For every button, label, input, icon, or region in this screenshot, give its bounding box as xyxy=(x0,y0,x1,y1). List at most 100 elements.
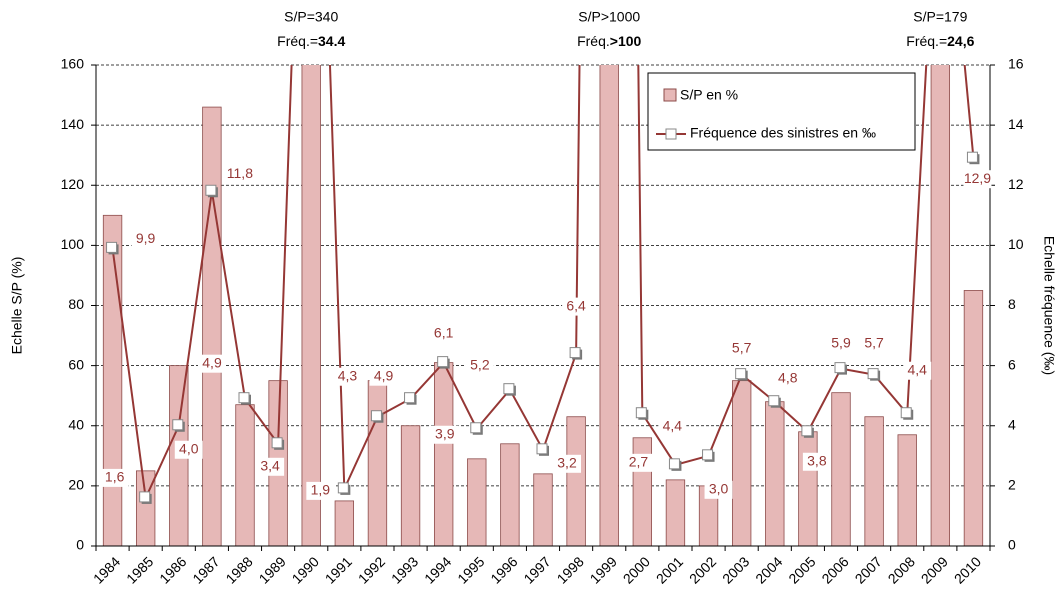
y-tick-label: 120 xyxy=(61,176,85,192)
data-label: 5,7 xyxy=(864,334,884,350)
x-tick-label: 1992 xyxy=(355,553,388,586)
legend xyxy=(647,72,916,151)
marker xyxy=(106,241,118,253)
x-tick-label: 1994 xyxy=(421,553,454,586)
data-label: 6,4 xyxy=(566,297,586,313)
legend-label: S/P en % xyxy=(680,87,738,103)
marker xyxy=(536,443,548,455)
data-label: 3,2 xyxy=(557,455,577,471)
label-bg xyxy=(773,369,802,388)
y-tick-label: 0 xyxy=(76,537,84,553)
label-bg xyxy=(174,440,203,459)
marker xyxy=(271,437,283,449)
bar xyxy=(731,380,752,546)
data-label: 5,9 xyxy=(831,334,851,350)
label-bg xyxy=(963,170,992,189)
bar xyxy=(831,392,851,546)
x-tick-label: 2010 xyxy=(951,553,984,586)
label-bg xyxy=(100,468,129,487)
bar xyxy=(202,106,222,546)
data-label: 12,9 xyxy=(964,170,991,186)
annotation-bold: 34.4 xyxy=(318,33,345,49)
marker xyxy=(337,482,349,494)
y-axis-title: Echelle S/P (%) xyxy=(9,257,25,355)
x-tick-label: 1999 xyxy=(587,553,620,586)
marker xyxy=(569,347,581,359)
y2-tick-label: 10 xyxy=(1008,236,1024,252)
label-bg xyxy=(860,334,889,353)
marker xyxy=(635,407,647,419)
data-label: 4,4 xyxy=(663,417,683,433)
x-tick-label: 1995 xyxy=(454,553,487,586)
bar xyxy=(433,362,454,546)
label-bg xyxy=(562,297,591,316)
y2-tick-label: 12 xyxy=(1008,176,1024,192)
bar xyxy=(798,431,818,546)
x-tick-label: 1998 xyxy=(554,553,587,586)
label-bg xyxy=(903,361,932,380)
y2-tick-label: 0 xyxy=(1008,537,1016,553)
bar xyxy=(930,65,951,546)
marker xyxy=(370,410,382,422)
data-label: 3,4 xyxy=(260,457,280,473)
label-bg xyxy=(727,339,756,358)
data-label: 2,7 xyxy=(629,454,649,470)
bar xyxy=(963,290,984,546)
x-tick-label: 2003 xyxy=(719,553,752,586)
bar xyxy=(400,425,421,546)
x-tick-label: 1993 xyxy=(388,553,421,586)
y-tick-label: 160 xyxy=(61,56,85,72)
x-tick-label: 1985 xyxy=(123,553,156,586)
bar xyxy=(500,443,520,546)
data-label: 4,8 xyxy=(778,369,798,385)
label-bg xyxy=(225,165,254,184)
label-bg xyxy=(369,367,398,386)
bar xyxy=(533,473,553,546)
marker xyxy=(900,407,912,419)
annotation-bold: >100 xyxy=(610,33,642,49)
annotation: S/P=179 xyxy=(913,9,967,25)
x-tick-label: 1990 xyxy=(289,553,322,586)
bar xyxy=(102,214,123,546)
data-label: 9,9 xyxy=(136,230,156,246)
bar xyxy=(765,401,785,546)
label-bg xyxy=(131,230,160,249)
bar xyxy=(566,416,586,546)
x-tick-label: 1996 xyxy=(487,553,520,586)
y2-tick-label: 8 xyxy=(1008,296,1016,312)
x-tick-label: 1986 xyxy=(156,553,189,586)
marker xyxy=(404,392,416,404)
data-label: 3,0 xyxy=(709,481,729,497)
data-label: 3,9 xyxy=(435,425,455,441)
bar xyxy=(235,404,255,546)
annotation: S/P=340 xyxy=(284,9,338,25)
y-tick-label: 60 xyxy=(68,356,84,372)
data-label: 5,2 xyxy=(470,356,490,372)
marker xyxy=(139,491,151,503)
marker xyxy=(834,362,846,374)
y-tick-label: 20 xyxy=(68,477,84,493)
y2-tick-label: 2 xyxy=(1008,477,1016,493)
y2-tick-label: 4 xyxy=(1008,416,1016,432)
annotation: Fréq.>100 xyxy=(577,33,641,49)
label-bg xyxy=(465,356,494,375)
marker xyxy=(966,151,978,163)
x-tick-label: 2008 xyxy=(885,553,918,586)
y-tick-label: 40 xyxy=(68,416,84,432)
data-label: 1,6 xyxy=(105,469,125,485)
marker xyxy=(470,422,482,434)
label-bg xyxy=(704,480,733,499)
y2-tick-label: 6 xyxy=(1008,356,1016,372)
y2-axis-title: Echelle fréquence (‰) xyxy=(1041,236,1057,375)
annotation-prefix: Fréq.= xyxy=(906,33,947,49)
y-tick-label: 80 xyxy=(68,296,84,312)
bar xyxy=(665,479,686,546)
annotation-prefix: Fréq. xyxy=(577,33,610,49)
annotation-prefix: Fréq.= xyxy=(277,33,318,49)
x-tick-label: 2001 xyxy=(653,553,686,586)
label-bg xyxy=(802,452,831,471)
data-label: 4,0 xyxy=(179,440,199,456)
marker xyxy=(238,392,250,404)
label-bg xyxy=(624,453,653,472)
